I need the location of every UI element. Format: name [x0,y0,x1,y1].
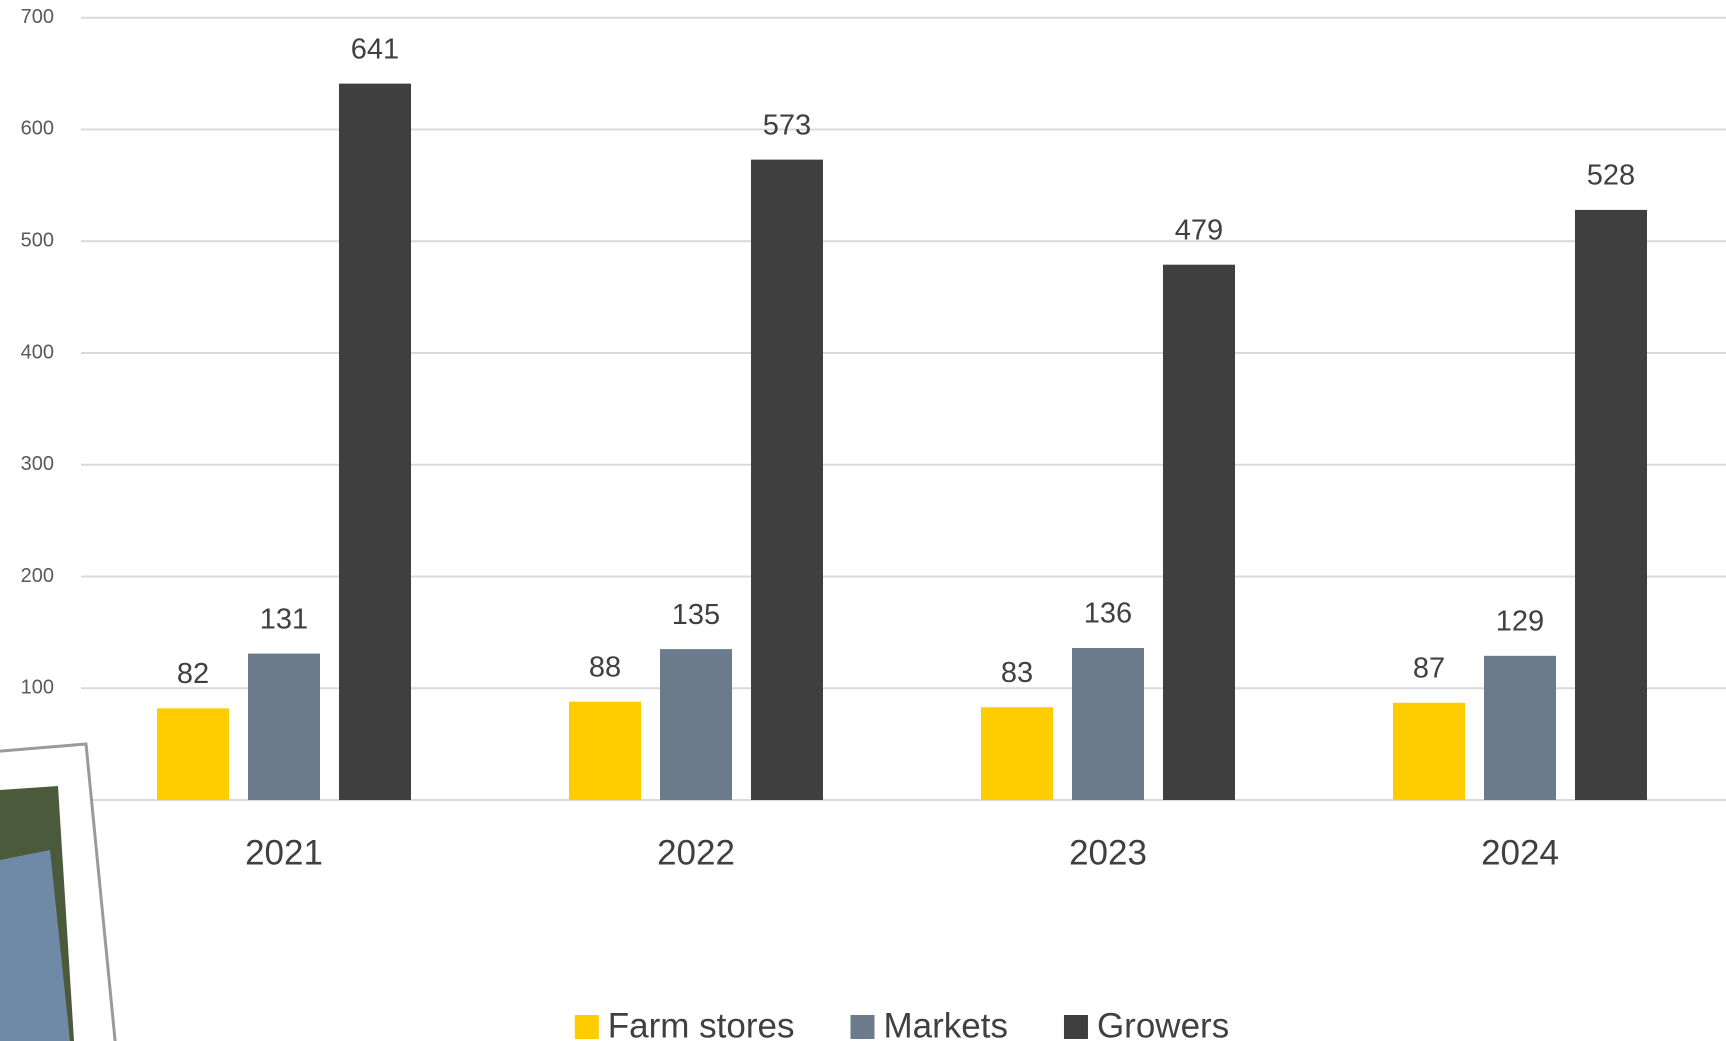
legend-swatch [850,1015,875,1039]
legend-swatch [574,1015,599,1039]
y-tick-label: 400 [21,341,54,363]
x-tick-label: 2022 [657,833,735,872]
data-label: 136 [1084,598,1132,630]
bar [1072,648,1144,800]
bar [981,707,1053,800]
photo-decoration [0,742,117,1041]
bar [339,83,411,800]
data-label: 88 [589,651,621,683]
bar [569,701,641,800]
y-tick-label: 600 [21,118,54,140]
data-label: 573 [763,109,811,141]
bar [248,653,320,800]
data-label: 87 [1413,652,1445,684]
plot-area: 0100200300400500600700202182131641202288… [21,6,1726,872]
data-label: 83 [1001,657,1033,689]
data-label: 129 [1496,605,1544,637]
x-tick-label: 2023 [1069,833,1147,872]
legend: Farm stores Markets Growers [574,1006,1229,1041]
data-label: 82 [177,658,209,690]
data-label: 641 [351,33,399,65]
legend-label: Growers [1097,1006,1229,1041]
x-tick-label: 2021 [245,833,323,872]
bar [157,708,229,800]
y-tick-label: 500 [21,229,54,251]
bar [1163,264,1235,800]
y-tick-label: 700 [21,6,54,28]
y-tick-label: 100 [21,677,54,699]
legend-label: Farm stores [608,1006,795,1041]
data-label: 479 [1175,214,1223,246]
data-label: 131 [260,603,308,635]
x-tick-label: 2024 [1481,833,1559,872]
bar [1575,209,1647,800]
bar [1484,655,1556,800]
bar [660,649,732,800]
y-tick-label: 200 [21,565,54,587]
bar [751,159,823,800]
legend-label: Markets [883,1006,1007,1041]
data-label: 135 [672,599,720,631]
y-tick-label: 300 [21,453,54,475]
data-label: 528 [1587,160,1635,192]
bar [1393,702,1465,800]
legend-swatch [1063,1015,1088,1039]
